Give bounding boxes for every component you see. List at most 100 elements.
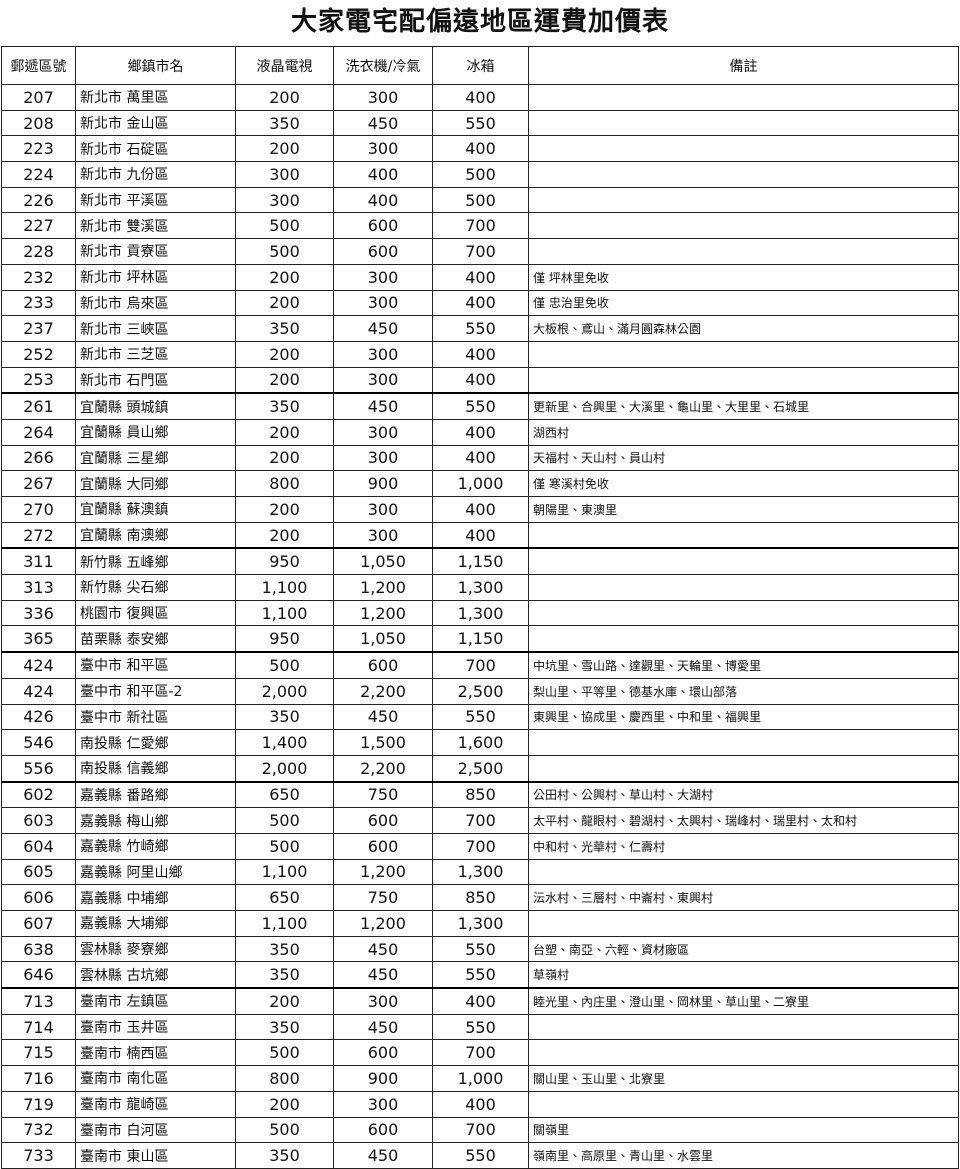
table-cell: 424 — [1, 677, 76, 705]
table-cell: 350 — [235, 935, 334, 963]
table-cell: 450 — [333, 1013, 433, 1041]
table-cell: 1,050 — [333, 547, 433, 576]
table-cell — [528, 521, 959, 549]
table-cell: 400 — [432, 135, 529, 163]
table-cell: 新北市 三芝區 — [75, 340, 236, 368]
table-cell: 新竹縣 五峰鄉 — [75, 547, 236, 576]
table-cell: 1,100 — [235, 574, 334, 601]
table-cell: 新北市 貢寮區 — [75, 238, 236, 265]
table-cell: 646 — [1, 961, 76, 989]
table-cell: 715 — [1, 1039, 76, 1067]
table-row: 264 宜蘭縣 員山鄉 200 300 400 湖西村 — [1, 418, 959, 446]
table-cell: 200 — [235, 496, 334, 523]
table-cell: 臺南市 楠西區 — [75, 1039, 236, 1067]
table-cell: 新北市 平溪區 — [75, 186, 236, 214]
table-cell: 嘉義縣 阿里山鄉 — [75, 858, 236, 886]
table-cell: 550 — [432, 935, 529, 963]
table-cell: 716 — [1, 1065, 76, 1092]
table-cell: 新北市 金山區 — [75, 109, 236, 137]
table-cell: 新北市 雙溪區 — [75, 212, 236, 240]
table-cell: 400 — [432, 521, 529, 549]
table-cell: 臺南市 左鎮區 — [75, 987, 236, 1015]
header-cell: 液晶電視 — [235, 46, 334, 85]
table-row: 714 臺南市 玉井區 350 450 550 — [1, 1013, 959, 1041]
table-cell: 200 — [235, 418, 334, 446]
table-row: 270 宜蘭縣 蘇澳鎮 200 300 400 朝陽里、東澳里 — [1, 496, 959, 523]
table-cell: 500 — [235, 1116, 334, 1144]
table-cell — [528, 625, 959, 653]
table-cell: 僅 坪林里免收 — [528, 263, 959, 291]
table-cell: 新北市 石門區 — [75, 366, 236, 394]
table-cell: 1,300 — [432, 574, 529, 601]
table-row: 603 嘉義縣 梅山鄉 500 600 700 太平村、龍眼村、碧湖村、太興村、瑞峰村、瑞… — [1, 807, 959, 834]
table-cell: 2,000 — [235, 677, 334, 705]
table-cell: 313 — [1, 574, 76, 601]
table-cell: 713 — [1, 987, 76, 1015]
table-cell: 264 — [1, 418, 76, 446]
table-cell: 311 — [1, 547, 76, 576]
table-cell: 宜蘭縣 三星鄉 — [75, 444, 236, 472]
table-cell: 臺中市 新社區 — [75, 703, 236, 731]
table-cell: 300 — [333, 496, 433, 523]
table-row: 311 新竹縣 五峰鄉 950 1,050 1,150 — [1, 547, 959, 576]
table-cell: 350 — [235, 315, 334, 342]
table-cell: 500 — [432, 186, 529, 214]
table-cell: 605 — [1, 858, 76, 886]
table-cell: 266 — [1, 444, 76, 472]
table-cell: 雲林縣 麥寮鄉 — [75, 935, 236, 963]
table-row: 207 新北市 萬里區 200 300 400 — [1, 84, 959, 111]
table-cell: 更新里、合興里、大溪里、龜山里、大里里、石城里 — [528, 392, 959, 420]
table-cell: 1,000 — [432, 1065, 529, 1092]
table-row: 208 新北市 金山區 350 450 550 — [1, 109, 959, 137]
table-cell: 嘉義縣 梅山鄉 — [75, 807, 236, 834]
table-cell: 1,300 — [432, 599, 529, 627]
table-cell: 臺南市 南化區 — [75, 1065, 236, 1092]
page: table html, body { margin: 0; padding: 0… — [1, 7, 959, 1169]
table-cell: 300 — [333, 521, 433, 549]
table-cell: 714 — [1, 1013, 76, 1041]
table-cell: 嘉義縣 番路鄉 — [75, 780, 236, 809]
table-cell: 500 — [235, 832, 334, 860]
table-row: 426 臺中市 新社區 350 450 550 東興里、協成里、慶西里、中和里、福興里 — [1, 703, 959, 731]
table-cell: 602 — [1, 780, 76, 809]
table-cell: 600 — [333, 651, 433, 679]
table-cell — [528, 212, 959, 240]
table-row: 226 新北市 平溪區 300 400 500 — [1, 186, 959, 214]
table-cell: 300 — [235, 161, 334, 188]
table-row: 424 臺中市 和平區-2 2,000 2,200 2,500 梨山里、平等里、德基水庫、… — [1, 677, 959, 705]
table-cell: 1,100 — [235, 910, 334, 937]
table-row: 261 宜蘭縣 頭城鎮 350 450 550 更新里、合興里、大溪里、龜山里、大里里、石… — [1, 392, 959, 420]
table-cell: 東興里、協成里、慶西里、中和里、福興里 — [528, 703, 959, 731]
table-cell — [528, 729, 959, 756]
table-row: 605 嘉義縣 阿里山鄉 1,100 1,200 1,300 — [1, 858, 959, 886]
table-cell: 嘉義縣 大埔鄉 — [75, 910, 236, 937]
table-cell: 600 — [333, 1039, 433, 1067]
table-row: 719 臺南市 龍崎區 200 300 400 — [1, 1090, 959, 1118]
table-cell — [528, 1039, 959, 1067]
table-cell: 226 — [1, 186, 76, 214]
table-cell: 600 — [333, 807, 433, 834]
table-cell: 300 — [333, 418, 433, 446]
table-cell: 550 — [432, 109, 529, 137]
table-cell: 650 — [235, 780, 334, 809]
table-row: 223 新北市 石碇區 200 300 400 — [1, 135, 959, 163]
table-row: 424 臺中市 和平區 500 600 700 中坑里、雪山路、達觀里、天輪里、博愛里 — [1, 651, 959, 679]
table-cell: 1,200 — [333, 858, 433, 886]
table-cell: 2,200 — [333, 754, 433, 783]
table-cell: 350 — [235, 1142, 334, 1169]
table-cell: 苗栗縣 泰安鄉 — [75, 625, 236, 653]
table-cell: 365 — [1, 625, 76, 653]
table-cell: 1,600 — [432, 729, 529, 756]
table-cell: 550 — [432, 1013, 529, 1041]
table-cell: 237 — [1, 315, 76, 342]
table-cell: 新北市 三峽區 — [75, 315, 236, 342]
table-cell: 400 — [333, 161, 433, 188]
table-row: 716 臺南市 南化區 800 900 1,000 關山里、玉山里、北寮里 — [1, 1065, 959, 1092]
table-cell: 400 — [432, 1090, 529, 1118]
table-cell: 僅 忠治里免收 — [528, 289, 959, 317]
table-cell: 200 — [235, 444, 334, 472]
table-cell: 新北市 萬里區 — [75, 84, 236, 111]
table-cell: 臺南市 玉井區 — [75, 1013, 236, 1041]
table-cell — [528, 340, 959, 368]
table-cell: 228 — [1, 238, 76, 265]
